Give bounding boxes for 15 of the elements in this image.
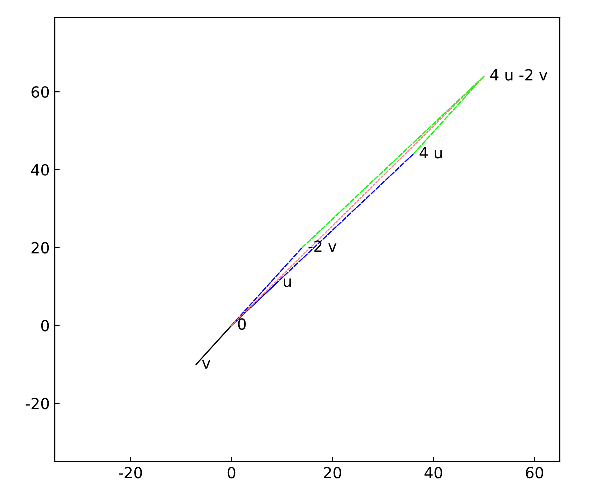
x-tick-label: 20 bbox=[324, 467, 342, 479]
annotation: 0 bbox=[238, 318, 246, 330]
annotation: v bbox=[202, 360, 211, 369]
x-tick-label: 40 bbox=[424, 467, 442, 479]
y-tick-label: 20 bbox=[32, 242, 50, 254]
annotation: 4 u bbox=[420, 147, 442, 159]
annotation: 4 u -2 v bbox=[490, 69, 548, 81]
x-tick-label: 0 bbox=[228, 467, 236, 479]
y-tick-label: 0 bbox=[41, 320, 50, 332]
y-tick-label: -20 bbox=[26, 398, 50, 410]
x-tick-label: -20 bbox=[119, 467, 142, 479]
annotation: u bbox=[284, 278, 292, 288]
x-tick-label: 60 bbox=[526, 467, 544, 479]
y-tick-label: 60 bbox=[32, 86, 50, 98]
y-tick-label: 40 bbox=[31, 164, 50, 176]
